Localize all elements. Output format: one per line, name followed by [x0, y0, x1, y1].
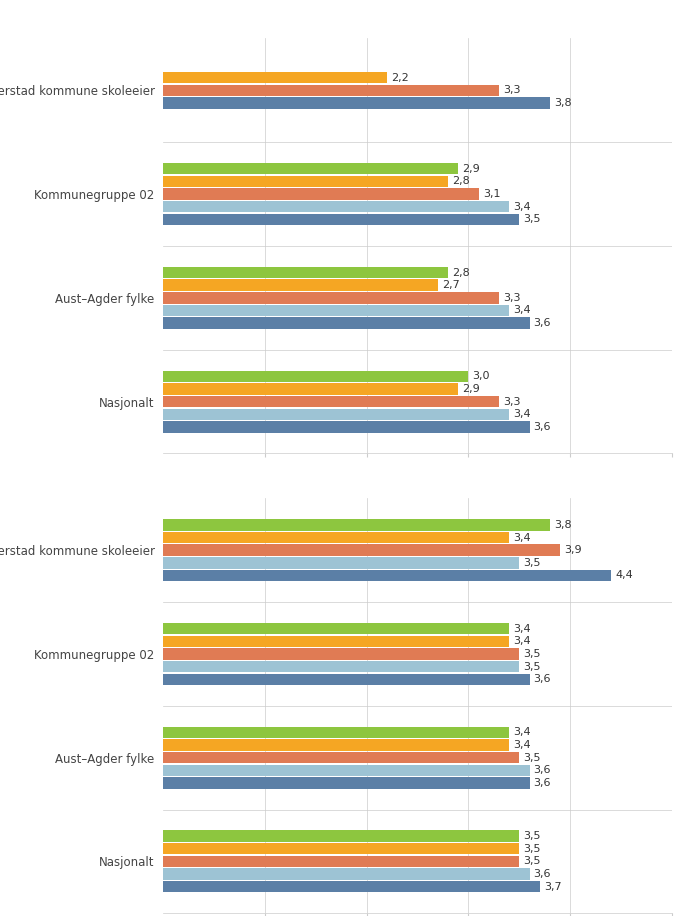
Bar	[163, 636, 509, 647]
Text: 3,3: 3,3	[503, 397, 520, 407]
Bar	[163, 856, 520, 867]
Text: 3,3: 3,3	[503, 293, 520, 303]
Text: 3,9: 3,9	[564, 545, 582, 555]
Bar	[163, 318, 529, 329]
Bar	[163, 189, 479, 200]
Text: Matematikk skriftlig eksamen: Matematikk skriftlig eksamen	[8, 13, 214, 27]
Text: 3,5: 3,5	[523, 558, 541, 568]
Bar	[163, 544, 560, 556]
Bar	[163, 176, 448, 187]
Text: 3,5: 3,5	[523, 831, 541, 841]
Bar	[163, 409, 509, 420]
Bar	[163, 371, 468, 382]
Text: Matematikk standpunkt: Matematikk standpunkt	[8, 473, 174, 486]
Text: 2,8: 2,8	[452, 177, 470, 187]
Text: 2,9: 2,9	[462, 164, 480, 174]
Text: 3,8: 3,8	[554, 98, 572, 108]
Text: 3,4: 3,4	[514, 409, 531, 420]
Bar	[163, 163, 458, 174]
Bar	[163, 673, 529, 685]
Text: 3,4: 3,4	[514, 740, 531, 750]
Bar	[163, 557, 520, 569]
Text: 3,6: 3,6	[534, 674, 551, 684]
Text: 3,6: 3,6	[534, 422, 551, 431]
Bar	[163, 201, 509, 213]
Bar	[163, 739, 509, 751]
Bar	[163, 519, 550, 530]
Text: 2,9: 2,9	[462, 384, 480, 394]
Bar	[163, 868, 529, 879]
Bar	[163, 213, 520, 225]
Text: 3,6: 3,6	[534, 778, 551, 788]
Bar	[163, 421, 529, 432]
Bar	[163, 97, 550, 109]
Text: 3,7: 3,7	[544, 882, 561, 891]
Text: 3,5: 3,5	[523, 649, 541, 659]
Text: 2,7: 2,7	[442, 280, 459, 290]
Bar	[163, 649, 520, 660]
Text: 4,4: 4,4	[615, 571, 633, 581]
Bar	[163, 623, 509, 634]
Text: 3,5: 3,5	[523, 753, 541, 763]
Bar	[163, 726, 509, 738]
Text: 3,3: 3,3	[503, 85, 520, 95]
Bar	[163, 778, 529, 789]
Text: 2,8: 2,8	[452, 267, 470, 278]
Text: 3,5: 3,5	[523, 844, 541, 854]
Bar	[163, 752, 520, 763]
Text: 3,0: 3,0	[473, 371, 490, 381]
Text: 3,4: 3,4	[514, 624, 531, 634]
Bar	[163, 396, 499, 408]
Text: 2,2: 2,2	[391, 72, 409, 82]
Bar	[163, 305, 509, 316]
Bar	[163, 570, 611, 581]
Text: 3,6: 3,6	[534, 869, 551, 879]
Text: 3,5: 3,5	[523, 661, 541, 671]
Text: 3,6: 3,6	[534, 318, 551, 328]
Bar	[163, 881, 540, 892]
Bar	[163, 84, 499, 96]
Text: 3,4: 3,4	[514, 637, 531, 647]
Bar	[163, 660, 520, 672]
Text: 3,4: 3,4	[514, 532, 531, 542]
Text: 3,6: 3,6	[534, 765, 551, 775]
Bar	[163, 267, 448, 278]
Text: 3,4: 3,4	[514, 202, 531, 212]
Text: 3,4: 3,4	[514, 305, 531, 315]
Bar	[163, 383, 458, 395]
Text: 3,4: 3,4	[514, 727, 531, 737]
Bar	[163, 843, 520, 855]
Bar	[163, 292, 499, 303]
Bar	[163, 765, 529, 776]
Bar	[163, 532, 509, 543]
Text: 3,5: 3,5	[523, 856, 541, 867]
Bar	[163, 72, 387, 83]
Text: 3,5: 3,5	[523, 214, 541, 224]
Text: 3,1: 3,1	[483, 189, 500, 199]
Bar	[163, 279, 438, 291]
Bar	[163, 831, 520, 842]
Text: 3,8: 3,8	[554, 520, 572, 529]
